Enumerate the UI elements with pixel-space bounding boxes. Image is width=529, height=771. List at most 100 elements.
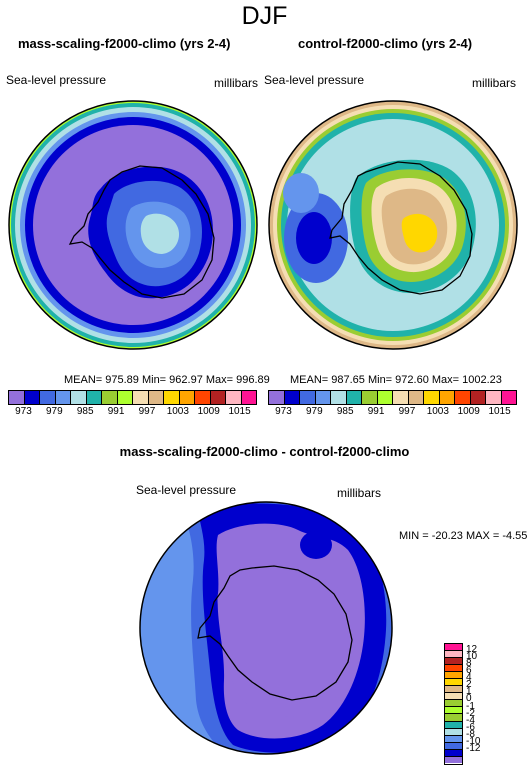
diff-panel-title: mass-scaling-f2000-climo - control-f2000…	[119, 444, 410, 459]
colorbar-swatch	[445, 721, 462, 729]
diff-colorbar	[444, 643, 463, 765]
colorbar-swatch	[55, 391, 71, 404]
panel2-units-label: millibars	[472, 76, 517, 90]
colorbar-tick-label: 1	[466, 686, 472, 698]
colorbar-tick-label: -6	[466, 721, 475, 733]
colorbar-swatch	[24, 391, 40, 404]
panel2-fill-continent-high	[401, 213, 438, 253]
colorbar-swatch	[9, 391, 25, 404]
colorbar-swatch	[445, 665, 462, 673]
panel1-map-border	[8, 100, 258, 350]
panel2-variable-label: Sea-level pressure	[264, 73, 365, 87]
colorbar-swatch	[445, 728, 462, 736]
colorbar-swatch	[300, 391, 316, 404]
colorbar-tick-label: 1009	[457, 406, 480, 417]
colorbar-tick-label: 10	[466, 651, 478, 663]
colorbar-swatch	[226, 391, 242, 404]
figure-title: DJF	[241, 2, 288, 30]
colorbar-tick-label: -8	[466, 728, 475, 740]
colorbar-tick-label: 1003	[166, 406, 189, 417]
colorbar-swatch	[179, 391, 195, 404]
colorbar-swatch	[346, 391, 362, 404]
colorbar-tick-label: -1	[466, 700, 475, 712]
colorbar-swatch	[377, 391, 393, 404]
colorbar-swatch	[445, 693, 462, 701]
colorbar-swatch	[445, 644, 462, 652]
colorbar-tick-label: 979	[45, 406, 63, 417]
colorbar-tick-label: 2	[466, 679, 472, 691]
panel1-colorbar-labels: 973 979 985 991 997 1003 1009 1015	[8, 406, 255, 418]
colorbar-swatch	[40, 391, 56, 404]
panel1-coastline	[68, 165, 215, 299]
panel2-polar-map	[268, 100, 518, 350]
colorbar-tick-label: 991	[367, 406, 385, 417]
colorbar-tick-label: 12	[466, 644, 478, 656]
colorbar-swatch	[424, 391, 440, 404]
colorbar-swatch	[445, 707, 462, 715]
colorbar-swatch	[445, 749, 462, 757]
colorbar-swatch	[331, 391, 347, 404]
colorbar-swatch	[455, 391, 471, 404]
colorbar-swatch	[148, 391, 164, 404]
panel2-title: control-f2000-climo (yrs 2-4)	[298, 36, 473, 51]
panel1-polar-map	[8, 100, 258, 350]
colorbar-swatch	[315, 391, 331, 404]
colorbar-tick-label: 973	[275, 406, 292, 417]
colorbar-swatch	[470, 391, 486, 404]
diff-colorbar-labels: 12 10 8 6 4 2 1 0 -1 -2 -4 -6 -8 -10 -12	[466, 643, 496, 763]
colorbar-tick-label: 8	[466, 658, 472, 670]
colorbar-swatch	[133, 391, 149, 404]
colorbar-swatch	[501, 391, 516, 404]
colorbar-tick-label: -10	[466, 735, 481, 747]
colorbar-swatch	[393, 391, 409, 404]
colorbar-tick-label: -2	[466, 707, 475, 719]
colorbar-swatch	[445, 700, 462, 708]
diff-map-border	[139, 501, 393, 755]
diff-polar-map	[139, 501, 393, 755]
colorbar-swatch	[284, 391, 300, 404]
colorbar-tick-label: 979	[305, 406, 323, 417]
panel1-title: mass-scaling-f2000-climo (yrs 2-4)	[18, 36, 231, 51]
colorbar-swatch	[86, 391, 102, 404]
panel2-stats: MEAN= 987.65 Min= 972.60 Max= 1002.23	[290, 374, 502, 386]
colorbar-tick-label: 997	[398, 406, 416, 417]
colorbar-swatch	[486, 391, 502, 404]
colorbar-tick-label: 0	[466, 693, 472, 705]
diff-variable-label: Sea-level pressure	[136, 483, 237, 497]
panel2-colorbar	[268, 390, 517, 405]
colorbar-tick-label: 6	[466, 665, 472, 677]
panel2-colorbar-labels: 973 979 985 991 997 1003 1009 1015	[268, 406, 515, 418]
colorbar-swatch	[71, 391, 87, 404]
colorbar-swatch	[362, 391, 378, 404]
colorbar-swatch	[117, 391, 133, 404]
colorbar-tick-label: 1003	[426, 406, 449, 417]
colorbar-swatch	[164, 391, 180, 404]
panel2-fill-low-core	[296, 212, 332, 264]
diff-stats: MIN = -20.23 MAX = -4.55	[399, 530, 528, 542]
colorbar-tick-label: 985	[336, 406, 354, 417]
colorbar-swatch	[445, 651, 462, 659]
panel1-units-label: millibars	[214, 76, 259, 90]
colorbar-swatch	[439, 391, 455, 404]
colorbar-tick-label: -12	[466, 742, 481, 754]
colorbar-tick-label: 973	[15, 406, 32, 417]
panel1-stats: MEAN= 975.89 Min= 962.97 Max= 996.89	[64, 374, 270, 386]
diff-fill-blob	[300, 531, 332, 559]
colorbar-swatch	[445, 735, 462, 743]
colorbar-tick-label: 1015	[488, 406, 511, 417]
diff-fill-continent	[217, 566, 360, 717]
colorbar-swatch	[269, 391, 285, 404]
colorbar-tick-label: 1009	[197, 406, 220, 417]
colorbar-tick-label: -4	[466, 714, 475, 726]
colorbar-swatch	[102, 391, 118, 404]
colorbar-swatch	[445, 714, 462, 722]
colorbar-swatch	[445, 658, 462, 666]
colorbar-swatch	[445, 756, 462, 763]
colorbar-swatch	[210, 391, 226, 404]
colorbar-swatch	[445, 686, 462, 694]
colorbar-tick-label: 1015	[228, 406, 251, 417]
colorbar-swatch	[445, 679, 462, 687]
panel1-colorbar	[8, 390, 257, 405]
panel2-fill-low-west	[283, 173, 319, 213]
diff-coastline	[197, 565, 353, 701]
